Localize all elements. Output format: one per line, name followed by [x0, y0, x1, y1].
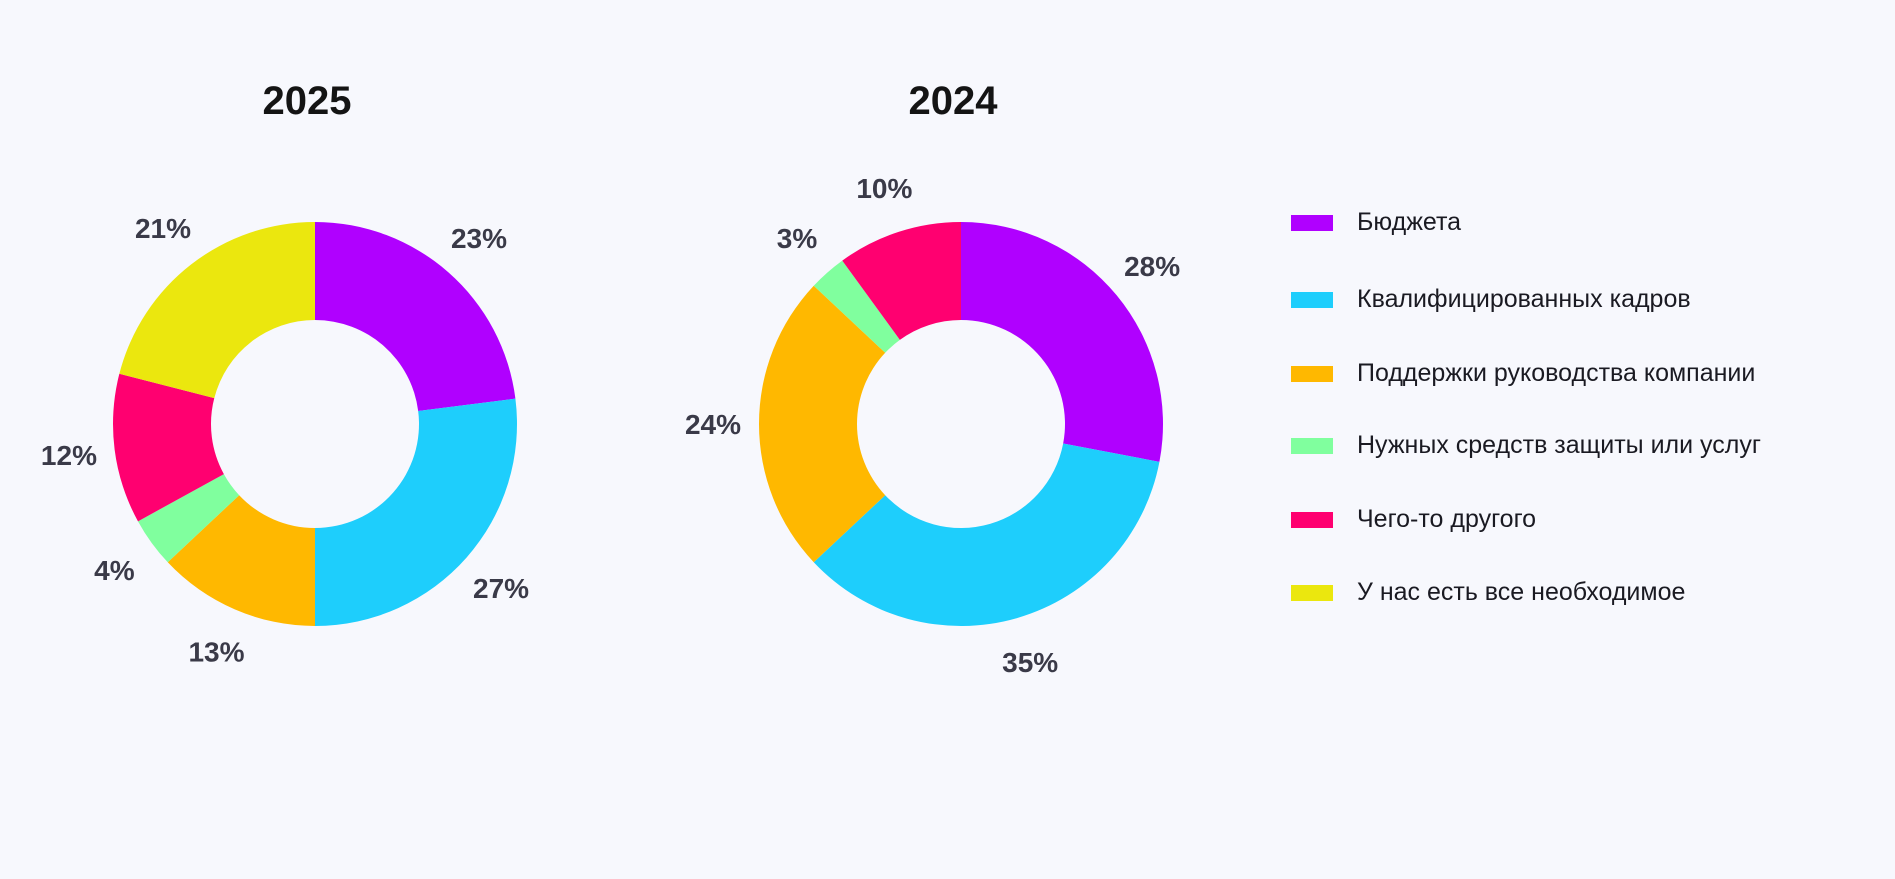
legend-item: Нужных средств защиты или услуг	[1291, 431, 1761, 460]
legend-item: Квалифицированных кадров	[1291, 285, 1691, 314]
legend-swatch	[1291, 584, 1333, 601]
data-label: 24%	[685, 409, 741, 440]
legend-swatch	[1291, 511, 1333, 528]
slice-2025-1	[315, 398, 517, 626]
slice-2025-4	[113, 373, 224, 522]
data-label: 27%	[473, 573, 529, 604]
slice-2024-0	[961, 222, 1163, 462]
data-label: 4%	[94, 555, 135, 586]
data-label: 28%	[1124, 251, 1180, 282]
data-label: 12%	[41, 440, 97, 471]
data-label: 13%	[188, 637, 244, 668]
legend-label: У нас есть все необходимое	[1357, 578, 1686, 606]
chart-title-2025: 2025	[263, 79, 352, 123]
slice-2025-5	[119, 222, 316, 399]
data-label: 21%	[135, 213, 191, 244]
legend-label: Поддержки руководства компании	[1357, 359, 1756, 387]
legend-item: Поддержки руководства компании	[1291, 359, 1755, 388]
slice-2025-0	[315, 222, 516, 411]
slice-2024-4	[842, 222, 961, 340]
legend-item: Чего-то другого	[1291, 505, 1536, 534]
legend-label: Чего-то другого	[1357, 505, 1537, 533]
legend-label: Квалифицированных кадров	[1357, 285, 1691, 313]
legend-swatch	[1291, 214, 1333, 231]
data-label: 10%	[856, 173, 912, 204]
legend-swatch	[1291, 365, 1333, 382]
legend-label: Бюджета	[1357, 208, 1462, 236]
slice-2024-3	[813, 260, 900, 353]
legend-swatch	[1291, 437, 1333, 454]
slice-2024-2	[758, 285, 886, 563]
legend-item: Бюджета	[1291, 208, 1461, 237]
legend-item: У нас есть все необходимое	[1291, 578, 1685, 607]
data-label: 23%	[451, 223, 507, 254]
slice-2025-3	[137, 474, 240, 563]
slice-2025-2	[167, 495, 315, 626]
chart-title-2024: 2024	[909, 79, 999, 123]
data-label: 3%	[777, 223, 818, 254]
legend-swatch	[1291, 291, 1333, 308]
data-label: 35%	[1002, 647, 1058, 678]
legend-label: Нужных средств защиты или услуг	[1357, 431, 1761, 459]
slice-2024-1	[813, 443, 1160, 626]
